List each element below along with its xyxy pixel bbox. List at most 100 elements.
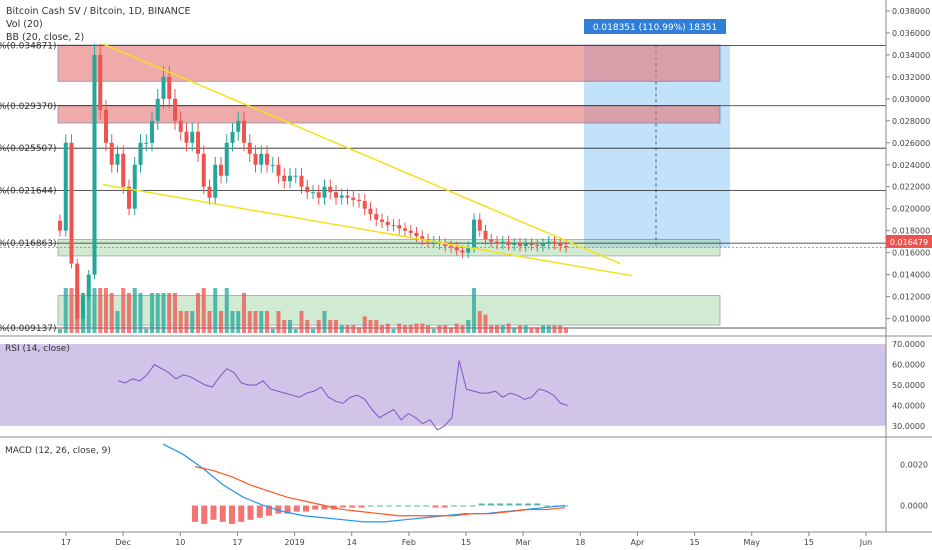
volume-bar	[270, 329, 275, 333]
volume-bar	[380, 325, 384, 333]
candle-body	[219, 164, 223, 176]
rsi-tick-label: 70.0000	[892, 340, 925, 349]
volume-bar	[98, 288, 103, 333]
volume-bar	[178, 311, 183, 333]
lower-trendline	[102, 183, 633, 277]
volume-bar	[92, 288, 97, 333]
time-tick-label: 14	[347, 538, 357, 547]
macd-histogram-bar	[284, 505, 291, 514]
candle-body	[132, 164, 137, 209]
volume-bar	[86, 293, 91, 333]
volume-bar	[437, 325, 442, 333]
current-price-box	[886, 235, 932, 248]
volume-bar	[138, 293, 143, 333]
volume-bar	[276, 311, 281, 333]
candle-body	[397, 225, 402, 229]
volume-bar	[403, 325, 407, 333]
volume-bar	[449, 327, 453, 333]
candle-body	[58, 220, 62, 231]
candle-body	[558, 243, 563, 247]
volume-bar	[546, 325, 551, 333]
macd-histogram-bar	[395, 505, 402, 507]
volume-bar	[472, 288, 476, 333]
candle-body	[529, 243, 534, 245]
volume-bar	[299, 311, 304, 333]
macd-histogram-bar	[349, 505, 356, 508]
volume-bar	[414, 323, 419, 333]
volume-bar	[167, 293, 172, 333]
price-tick-label: 0.012000	[892, 293, 930, 302]
resistance-zone	[57, 44, 721, 82]
price-tick-label: 0.036000	[892, 29, 930, 38]
macd-histogram-bar	[488, 503, 494, 506]
volume-bar	[115, 311, 120, 333]
time-tick-label: 17	[61, 538, 71, 547]
candle-body	[495, 241, 499, 244]
macd-histogram-bar	[478, 503, 485, 506]
candle-body	[109, 142, 114, 165]
candle-body	[207, 186, 212, 198]
time-tick-label: Apr	[631, 538, 646, 547]
volume-bar	[161, 293, 166, 333]
price-tick-label: 0.020000	[892, 205, 930, 214]
candle-body	[500, 241, 505, 244]
volume-bar	[305, 320, 310, 333]
volume-bar	[190, 311, 195, 333]
time-tick-label: 15	[804, 538, 814, 547]
macd-histogram-bar	[201, 505, 208, 524]
macd-histogram-bar	[358, 505, 365, 508]
volume-bar	[529, 327, 534, 333]
macd-histogram-bar	[192, 505, 198, 522]
candle-body	[167, 76, 172, 99]
volume-bar	[541, 325, 545, 333]
macd-histogram-bar	[506, 503, 513, 506]
time-tick-label: 18	[575, 538, 585, 547]
time-tick-label: 15	[689, 538, 699, 547]
candle-body	[190, 131, 195, 143]
macd-tick-label: 0.0020	[900, 461, 928, 470]
volume-bar	[144, 329, 149, 333]
volume-bar	[357, 327, 361, 333]
volume-bar	[242, 293, 246, 333]
volume-bar	[155, 293, 160, 333]
level-label: %(0.016863)	[0, 239, 57, 249]
rsi-pane-title: RSI (14, close)	[5, 344, 70, 354]
volume-indicator-label: Vol (20)	[6, 19, 43, 30]
macd-histogram-bar	[515, 503, 522, 506]
candle-body	[305, 186, 310, 193]
candle-body	[196, 131, 200, 154]
rsi-tick-label: 30.0000	[892, 422, 925, 431]
time-axis: 17 Dec 10 17 2019 14 Feb 15 Mar 18 Apr 15 May 15 Jun	[61, 532, 872, 547]
volume-bar	[196, 293, 200, 333]
candle-body	[230, 131, 235, 143]
candle-body	[403, 228, 407, 231]
volume-bar	[253, 311, 258, 333]
macd-histogram-bar	[312, 505, 319, 510]
volume-bar	[495, 325, 499, 333]
macd-tick-label: 0.0000	[900, 501, 928, 510]
macd-histogram-bar	[414, 505, 420, 507]
price-tick-label: 0.030000	[892, 95, 930, 104]
volume-bar	[477, 311, 482, 333]
rsi-tick-label: 60.0000	[892, 361, 925, 370]
volume-bar	[351, 325, 356, 333]
candle-body	[322, 186, 327, 198]
macd-histogram-bar	[303, 505, 309, 512]
macd-histogram-bar	[543, 505, 550, 507]
volume-bar	[391, 329, 396, 333]
macd-histogram-bar	[247, 505, 254, 520]
macd-histogram-bar	[441, 505, 448, 508]
volume-bar	[339, 325, 344, 333]
volume-bar	[483, 314, 488, 333]
time-tick-label: Jun	[859, 538, 873, 547]
macd-histogram-bar	[219, 505, 226, 522]
candle-body	[466, 247, 471, 253]
volume-bar	[535, 327, 540, 333]
volume-bar	[224, 288, 229, 333]
volume-bar	[213, 288, 218, 333]
candle-body	[144, 142, 149, 144]
volume-bar	[184, 311, 189, 333]
macd-histogram-bar	[367, 505, 374, 507]
candle-body	[265, 153, 269, 165]
